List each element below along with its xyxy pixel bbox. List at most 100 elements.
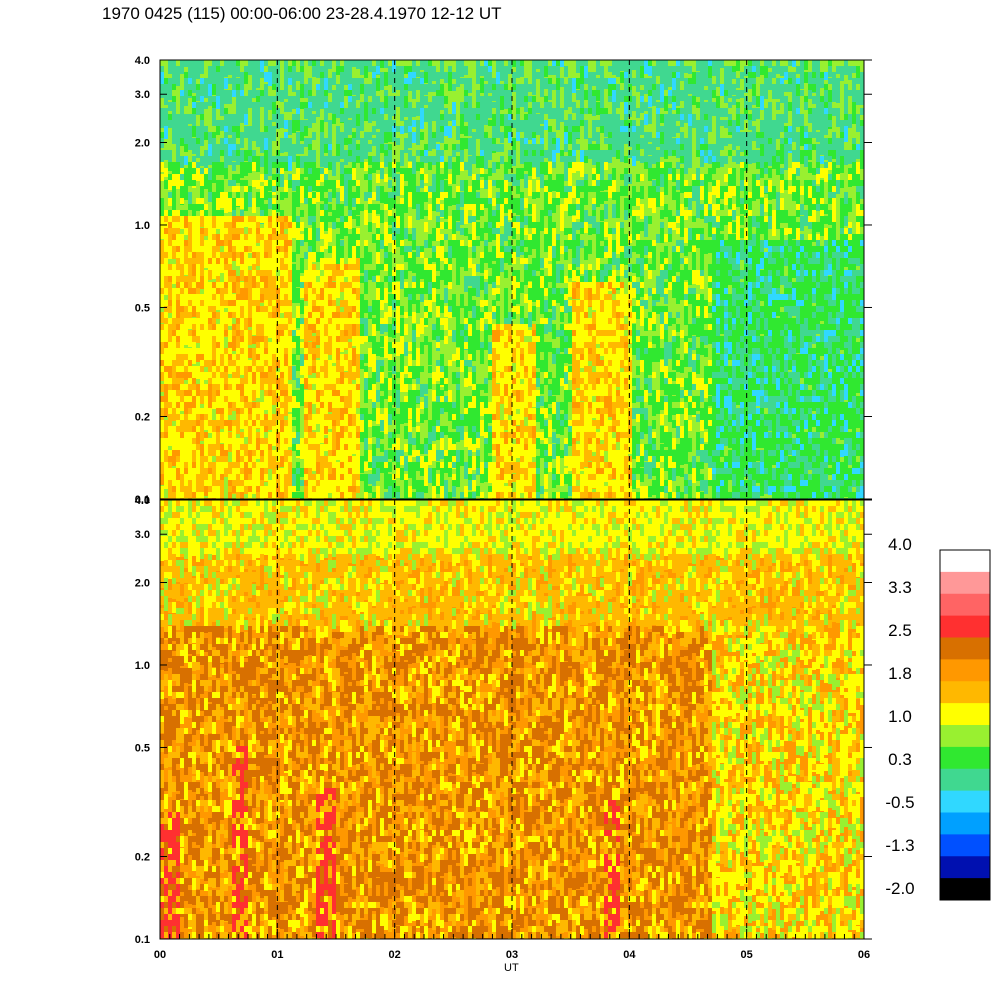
spectrogram-cell [340,78,344,86]
spectrogram-cell [364,324,368,338]
spectrogram-cell [244,264,248,274]
spectrogram-cell [232,354,236,360]
spectrogram-cell [260,318,264,325]
spectrogram-cell [524,360,528,366]
spectrogram-cell [272,246,276,253]
spectrogram-cell [476,120,480,130]
spectrogram-cell [164,180,168,189]
spectrogram-cell [548,90,552,100]
spectrogram-cell [292,144,296,151]
spectrogram-cell [412,78,416,88]
spectrogram-cell [272,156,276,165]
spectrogram-cell [208,180,212,187]
spectrogram-cell [364,210,368,218]
spectrogram-cell [460,114,464,124]
spectrogram-cell [348,174,352,183]
spectrogram-cell [272,132,276,141]
spectrogram-cell [244,384,248,395]
spectrogram-cell [320,342,324,355]
spectrogram-cell [316,390,320,396]
spectrogram-cell [252,318,256,326]
spectrogram-cell [304,462,308,472]
spectrogram-cell [344,318,348,326]
spectrogram-cell [412,336,416,346]
spectrogram-cell [172,492,176,499]
spectrogram-cell [176,414,180,420]
spectrogram-cell [528,144,532,158]
spectrogram-cell [288,336,292,343]
spectrogram-cell [160,288,164,294]
spectrogram-cell [212,222,216,231]
spectrogram-cell [244,312,248,318]
spectrogram-cell [160,300,164,308]
spectrogram-cell [320,468,324,482]
spectrogram-cell [548,276,552,282]
spectrogram-cell [380,384,384,391]
spectrogram-cell [268,456,272,466]
spectrogram-cell [296,480,300,491]
spectrogram-cell [476,210,480,220]
spectrogram-cell [224,288,228,297]
spectrogram-cell [336,324,340,335]
spectrogram-cell [432,444,436,452]
spectrogram-cell [436,462,440,470]
spectrogram-cell [164,324,168,334]
spectrogram-cell [280,300,284,307]
spectrogram-cell [228,438,232,449]
spectrogram-cell [552,282,556,288]
spectrogram-cell [412,60,416,75]
spectrogram-cell [556,426,560,434]
spectrogram-cell [328,366,332,373]
spectrogram-cell [184,312,188,321]
spectrogram-cell [432,426,436,441]
spectrogram-cell [428,354,432,365]
spectrogram-cell [520,156,524,164]
spectrogram-cell [312,336,316,342]
spectrogram-cell [168,468,172,474]
spectrogram-cell [208,78,212,85]
spectrogram-cell [344,294,348,300]
spectrogram-cell [164,108,168,117]
spectrogram-cell [316,360,320,369]
spectrogram-cell [208,222,212,230]
spectrogram-cell [232,246,236,257]
spectrogram-cell [224,198,228,213]
spectrogram-cell [528,486,532,493]
spectrogram-cell [380,456,384,463]
spectrogram-cell [260,228,264,235]
spectrogram-cell [328,480,332,491]
spectrogram-cell [328,216,332,222]
spectrogram-cell [480,492,484,498]
spectrogram-cell [288,312,292,319]
spectrogram-cell [412,324,416,334]
spectrogram-cell [560,216,564,231]
spectrogram-cell [188,246,192,254]
spectrogram-cell [292,468,296,475]
spectrogram-cell [372,342,376,355]
spectrogram-cell [288,216,292,223]
spectrogram-cell [352,360,356,368]
spectrogram-cell [192,432,196,442]
spectrogram-cell [324,102,328,113]
spectrogram-cell [196,204,200,211]
spectrogram-cell [236,372,240,380]
spectrogram-cell [232,114,236,127]
spectrogram-cell [296,180,300,188]
spectrogram-cell [544,210,548,216]
spectrogram-cell [216,222,220,229]
spectrogram-cell [200,492,204,499]
spectrogram-cell [340,270,344,278]
spectrogram-cell [168,366,172,379]
spectrogram-cell [412,480,416,489]
spectrogram-cell [172,174,176,188]
spectrogram-cell [412,162,416,177]
spectrogram-cell [312,66,316,77]
spectrogram-cell [200,156,204,166]
spectrogram-cell [556,462,560,476]
spectrogram-cell [192,222,196,237]
spectrogram-cell [368,132,372,140]
spectrogram-cell [280,360,284,374]
spectrogram-cell [288,462,292,472]
spectrogram-cell [328,348,332,355]
spectrogram-cell [212,288,216,297]
